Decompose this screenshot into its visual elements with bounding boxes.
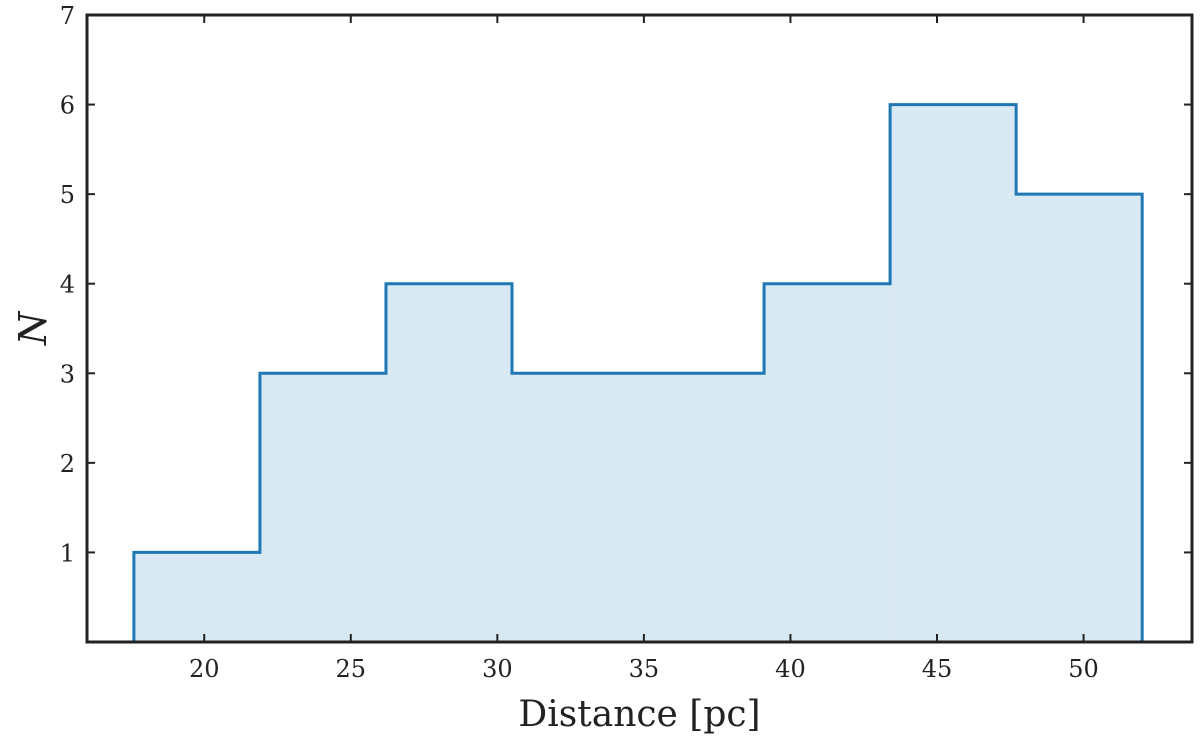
plot-frame — [85, 13, 1194, 644]
x-tick-label: 35 — [629, 655, 660, 683]
y-axis-ticks: 1 2 3 4 5 6 7 — [60, 2, 1192, 567]
y-tick-label: 6 — [60, 92, 75, 120]
plot-area — [132, 103, 1144, 643]
histogram-bar — [890, 104, 1017, 643]
y-axis-label: N — [11, 310, 55, 346]
x-tick-label: 25 — [336, 655, 367, 683]
x-tick-label: 20 — [189, 655, 220, 683]
histogram-bar — [638, 373, 765, 642]
y-tick-label: 2 — [60, 450, 75, 478]
x-axis-ticks: 20 25 30 35 40 45 50 — [189, 15, 1099, 683]
histogram-bar — [259, 373, 386, 642]
y-tick-label: 3 — [60, 360, 75, 388]
histogram-bar — [1016, 194, 1143, 642]
y-tick-label: 1 — [60, 539, 75, 567]
y-tick-label: 4 — [60, 271, 75, 299]
x-axis-label: Distance [pc] — [518, 694, 760, 735]
histogram-bar — [512, 373, 639, 642]
x-tick-label: 50 — [1068, 655, 1099, 683]
x-tick-label: 45 — [922, 655, 953, 683]
x-tick-label: 40 — [775, 655, 806, 683]
y-tick-label: 7 — [60, 2, 75, 30]
histogram-bar — [385, 283, 512, 642]
histogram-bar — [133, 552, 260, 642]
y-tick-label: 5 — [60, 181, 75, 209]
histogram-bar — [764, 283, 891, 642]
x-tick-label: 30 — [482, 655, 513, 683]
histogram-step-line — [132, 103, 1144, 642]
